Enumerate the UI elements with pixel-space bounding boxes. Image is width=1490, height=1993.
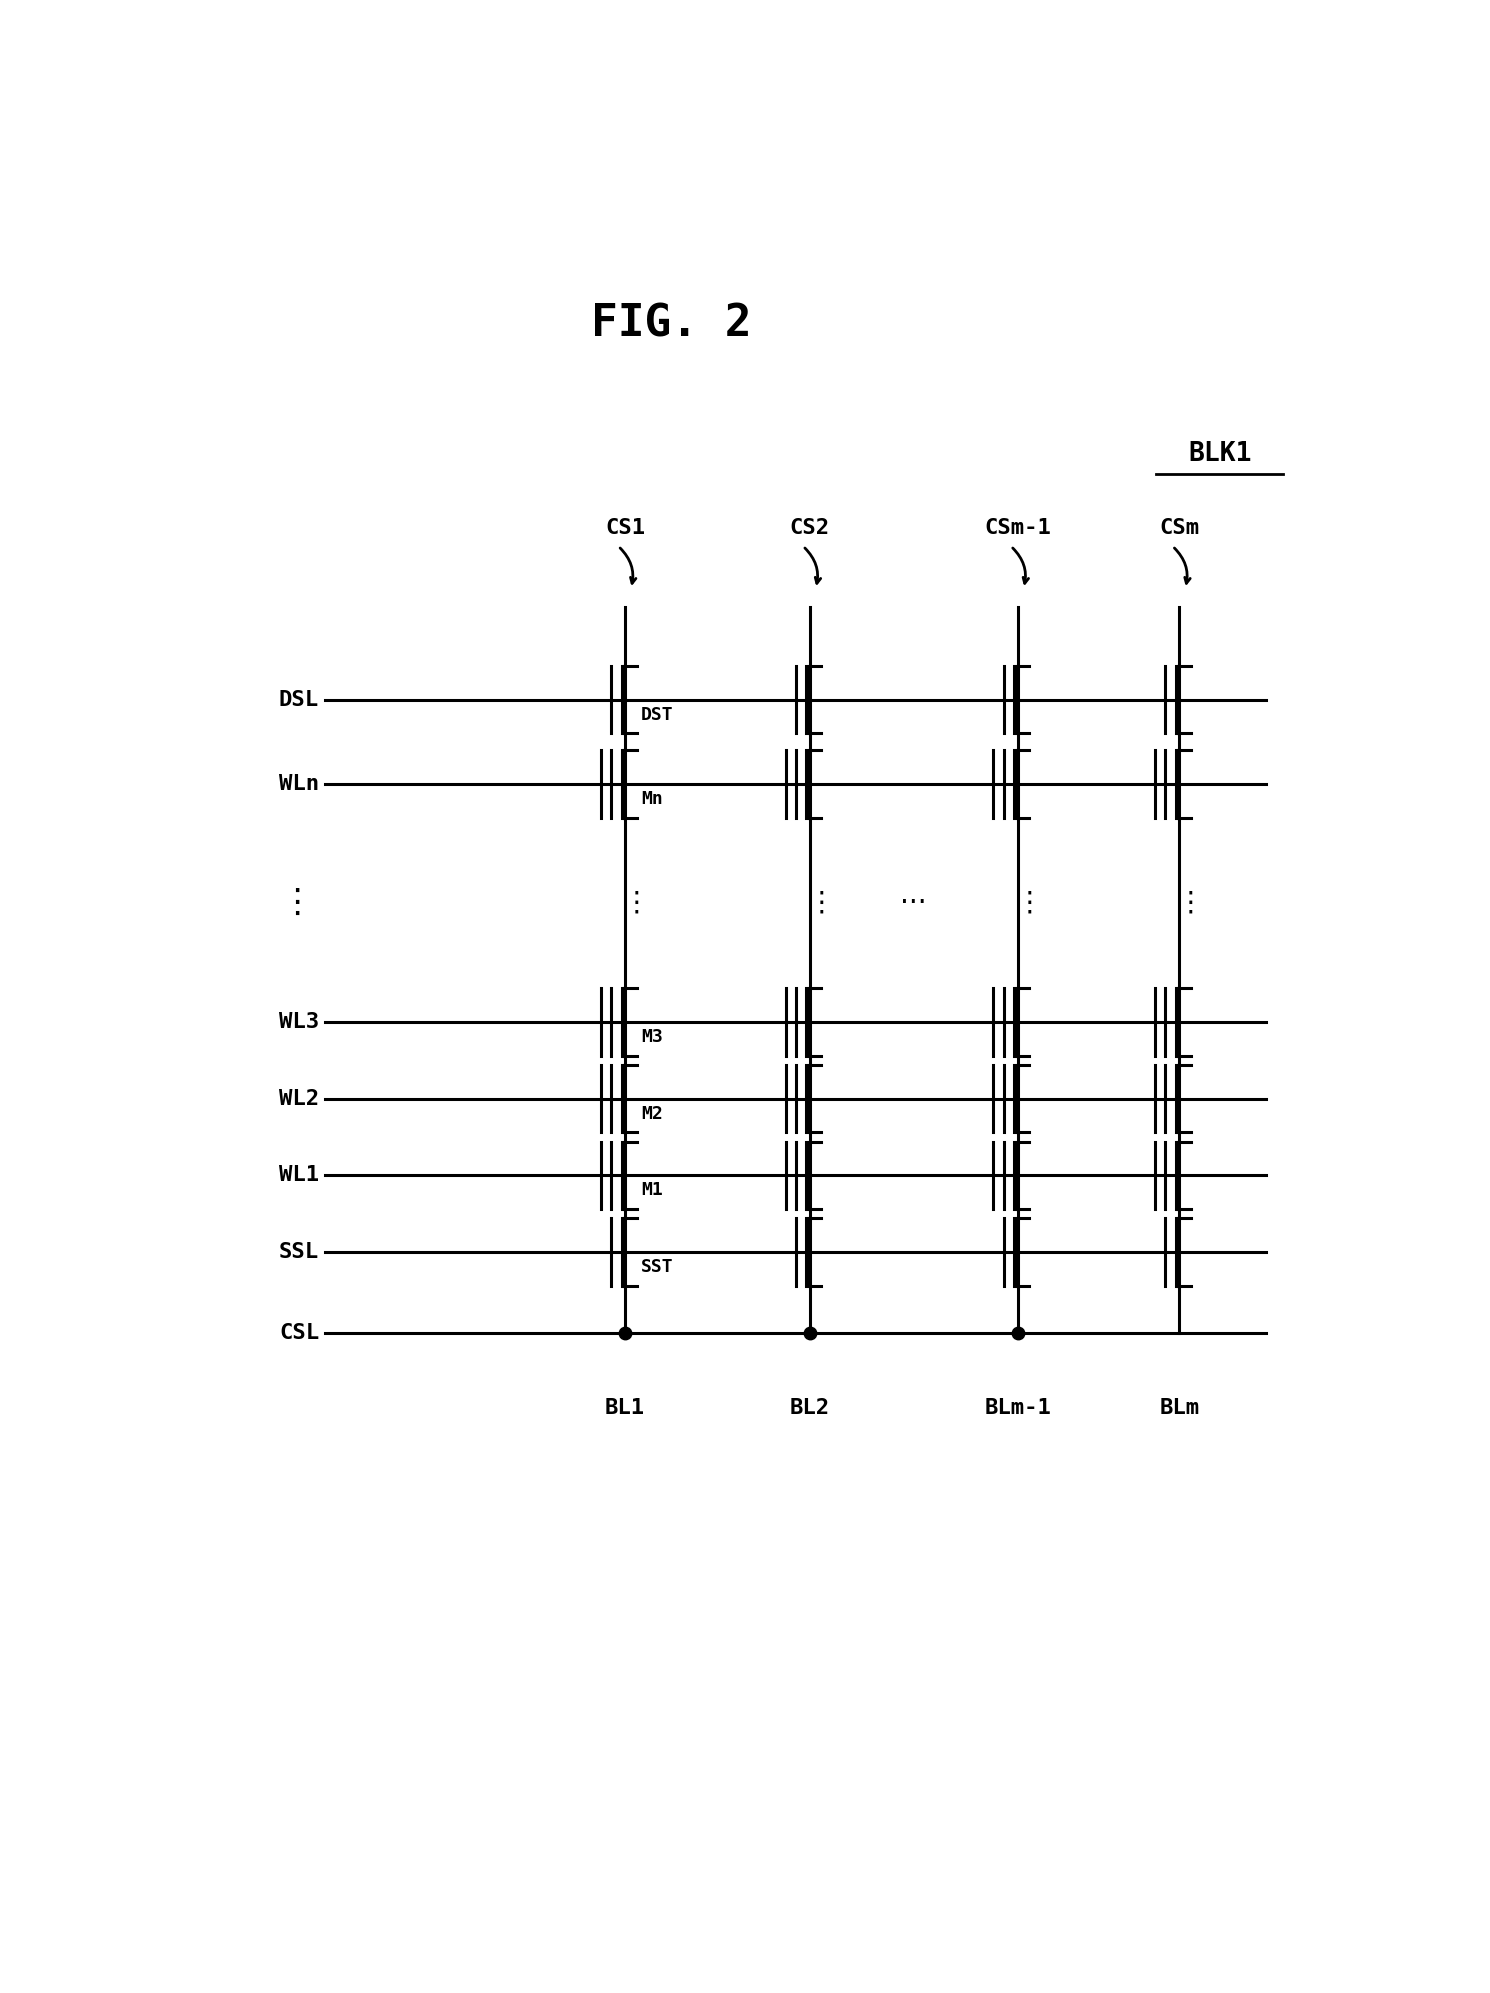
Text: ⋮: ⋮ [280, 887, 313, 919]
Text: CS2: CS2 [790, 518, 830, 538]
Text: ⋮: ⋮ [1015, 889, 1043, 917]
Text: CSL: CSL [279, 1323, 319, 1343]
Text: BLm-1: BLm-1 [985, 1397, 1050, 1417]
Text: ⋮: ⋮ [623, 889, 651, 917]
Text: ⋮: ⋮ [1177, 889, 1205, 917]
Text: BLK1: BLK1 [1188, 440, 1252, 466]
Text: DST: DST [641, 706, 673, 723]
Text: ⋮: ⋮ [808, 889, 836, 917]
Text: WLn: WLn [279, 773, 319, 793]
Text: BLm: BLm [1159, 1397, 1199, 1417]
Text: ···: ··· [900, 889, 927, 917]
Text: WL3: WL3 [279, 1012, 319, 1032]
Text: CSm-1: CSm-1 [985, 518, 1050, 538]
Text: BL2: BL2 [790, 1397, 830, 1417]
Text: Mn: Mn [641, 789, 663, 807]
Text: WL2: WL2 [279, 1088, 319, 1108]
Text: BL1: BL1 [605, 1397, 645, 1417]
Text: WL1: WL1 [279, 1166, 319, 1186]
Text: SSL: SSL [279, 1242, 319, 1262]
Text: CSm: CSm [1159, 518, 1199, 538]
Text: M2: M2 [641, 1104, 663, 1122]
Text: FIG. 2: FIG. 2 [592, 303, 751, 345]
Text: SST: SST [641, 1258, 673, 1276]
Text: CS1: CS1 [605, 518, 645, 538]
Text: M1: M1 [641, 1182, 663, 1200]
Text: DSL: DSL [279, 690, 319, 710]
Text: M3: M3 [641, 1028, 663, 1046]
